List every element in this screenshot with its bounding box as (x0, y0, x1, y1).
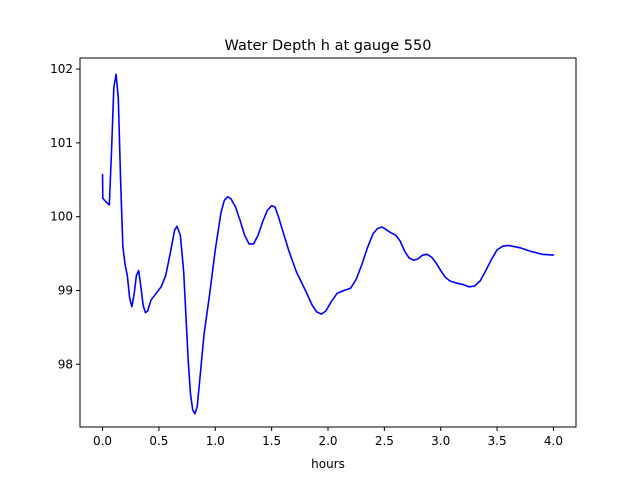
x-tick-label: 3.0 (431, 434, 450, 448)
x-axis-label: hours (311, 457, 345, 471)
x-tick-label: 1.0 (206, 434, 225, 448)
y-tick-label: 99 (58, 283, 73, 297)
x-tick-label: 2.0 (318, 434, 337, 448)
x-tick-label: 3.5 (488, 434, 507, 448)
plot-frame (79, 57, 577, 428)
x-tick-label: 4.0 (544, 434, 563, 448)
x-tick-label: 0.5 (149, 434, 168, 448)
x-tick-label: 1.5 (262, 434, 281, 448)
plot-area (101, 73, 555, 415)
x-tick-label: 2.5 (375, 434, 394, 448)
y-tick-label: 101 (50, 136, 73, 150)
x-axis: 0.0 0.5 1.0 1.5 2.0 2.5 3.0 3.5 4.0 (93, 427, 563, 448)
y-tick-label: 102 (50, 62, 73, 76)
y-tick-label: 100 (50, 210, 73, 224)
y-tick-label: 98 (58, 357, 73, 371)
series-line-water-depth (101, 73, 555, 415)
x-tick-label: 0.0 (93, 434, 112, 448)
chart-title: Water Depth h at gauge 550 (225, 38, 432, 54)
y-axis: 98 99 100 101 102 (50, 62, 80, 371)
